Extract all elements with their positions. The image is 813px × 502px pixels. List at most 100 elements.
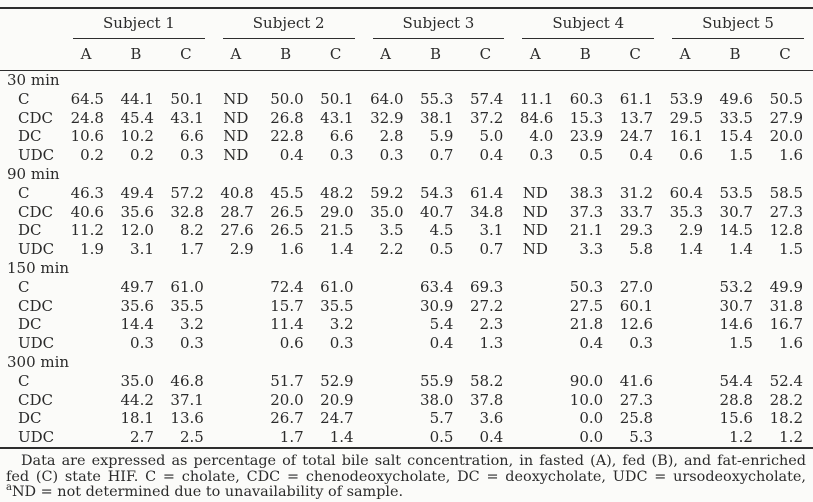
data-cell: 12.6 <box>619 315 654 334</box>
data-cell: 30.7 <box>719 202 753 221</box>
stub-cell <box>0 8 64 39</box>
group-row: 150 min <box>0 259 813 278</box>
data-cell: 2.9 <box>229 240 254 259</box>
data-cell: 6.6 <box>329 127 354 146</box>
data-cell: 1.2 <box>729 428 753 447</box>
table-row: UDC 2.7 2.5 1.7 1.4 0.5 0.4 0.0 5.3 1.2 1.2 <box>0 428 813 448</box>
data-cell: 40.6 <box>70 202 104 221</box>
data-cell: 0.0 <box>579 409 604 428</box>
data-cell: 29.0 <box>320 202 354 221</box>
data-cell <box>214 278 264 297</box>
data-cell: 31.2 <box>619 183 654 202</box>
data-cell: 1.5 <box>729 146 753 165</box>
data-cell: 44.1 <box>120 89 154 108</box>
data-cell <box>663 428 713 448</box>
data-cell <box>364 334 414 353</box>
data-cell: 43.1 <box>170 108 204 127</box>
data-cell: 69.3 <box>469 277 504 296</box>
data-cell: 1.5 <box>779 240 803 259</box>
data-cell: 58.5 <box>769 183 803 202</box>
data-cell: 8.2 <box>179 221 204 240</box>
data-cell <box>513 409 563 428</box>
footnote-superscript-a: a <box>6 482 12 494</box>
data-cell: 0.3 <box>629 334 654 353</box>
data-cell: 1.6 <box>779 334 803 353</box>
col-header-c: C <box>479 45 492 63</box>
group-label: 90 min <box>7 164 60 183</box>
data-cell: 2.9 <box>679 221 704 240</box>
data-cell <box>364 391 414 410</box>
row-label: CDC <box>18 202 53 221</box>
data-cell: 52.9 <box>320 371 354 390</box>
data-cell: 1.4 <box>329 240 354 259</box>
table-row: C 64.5 44.1 50.1 ND 50.0 50.1 64.0 55.3 57.4 11.1 6… <box>0 90 813 109</box>
data-cell: 34.8 <box>469 202 504 221</box>
data-cell: 35.0 <box>370 202 404 221</box>
data-cell <box>214 409 264 428</box>
data-cell: 0.6 <box>679 146 704 165</box>
row-label: DC <box>18 315 42 334</box>
data-cell: ND <box>223 127 249 146</box>
data-cell: 1.7 <box>179 240 204 259</box>
data-cell: 2.5 <box>179 428 204 447</box>
data-cell: 10.0 <box>569 390 604 409</box>
data-cell <box>663 372 713 391</box>
data-cell: 35.0 <box>120 371 154 390</box>
data-cell: 0.3 <box>179 334 204 353</box>
data-cell: 0.5 <box>429 428 454 447</box>
footnote-text-2: ND = not determined due to unavailabilit… <box>11 484 404 501</box>
data-cell: 27.6 <box>220 221 254 240</box>
data-cell: 50.1 <box>170 89 204 108</box>
data-cell <box>513 428 563 448</box>
row-label: DC <box>18 127 42 146</box>
data-cell: 15.3 <box>569 108 604 127</box>
data-cell: 23.9 <box>569 127 604 146</box>
data-cell: 38.0 <box>420 390 454 409</box>
data-cell: ND <box>223 108 249 127</box>
data-cell: 37.8 <box>469 390 504 409</box>
data-cell <box>364 315 414 334</box>
table-row: DC 14.4 3.2 11.4 3.2 5.4 2.3 21.8 12.6 14.6 16.7 <box>0 315 813 334</box>
data-cell: 31.8 <box>769 296 803 315</box>
data-cell: 53.5 <box>719 183 753 202</box>
table-footnote: Data are expressed as percentage of tota… <box>6 453 806 501</box>
data-cell: 35.6 <box>120 296 154 315</box>
data-cell: 0.3 <box>179 146 204 165</box>
data-cell: 63.4 <box>420 277 454 296</box>
data-cell: 27.5 <box>569 296 604 315</box>
data-cell <box>64 315 114 334</box>
data-cell: 21.1 <box>569 221 604 240</box>
data-cell: 61.1 <box>619 89 654 108</box>
row-label: CDC <box>18 296 53 315</box>
data-cell: 60.1 <box>619 296 654 315</box>
data-cell: 59.2 <box>370 183 404 202</box>
row-label: C <box>18 371 30 390</box>
col-header-a: A <box>80 45 92 63</box>
data-cell: 45.4 <box>120 108 154 127</box>
data-cell: 28.2 <box>769 390 803 409</box>
data-cell: 41.6 <box>619 371 654 390</box>
table-row: CDC 24.8 45.4 43.1 ND 26.8 43.1 32.9 38.1 37.2 84.… <box>0 109 813 128</box>
data-cell: 35.6 <box>120 202 154 221</box>
group-label: 150 min <box>7 258 70 277</box>
subject-header-4: Subject 4 <box>513 8 663 39</box>
data-cell: 5.3 <box>629 428 654 447</box>
data-cell: 28.7 <box>220 202 254 221</box>
group-row: 30 min <box>0 71 813 90</box>
subject-header-5: Subject 5 <box>663 8 813 39</box>
data-cell: 46.8 <box>170 371 204 390</box>
col-header-b: B <box>729 45 741 63</box>
data-cell: 0.4 <box>629 146 654 165</box>
data-cell: 51.7 <box>270 371 304 390</box>
data-cell: 20.0 <box>769 127 803 146</box>
data-cell: 16.1 <box>669 127 704 146</box>
subject-header-3: Subject 3 <box>364 8 514 39</box>
data-cell <box>364 372 414 391</box>
data-cell: 10.6 <box>70 127 104 146</box>
table-row: UDC 1.9 3.1 1.7 2.9 1.6 1.4 2.2 0.5 0.7 ND 3.3 5.8 1.… <box>0 240 813 259</box>
data-cell: 27.3 <box>619 390 654 409</box>
data-cell: 21.5 <box>320 221 354 240</box>
data-cell: 29.5 <box>669 108 704 127</box>
table-row: CDC 35.6 35.5 15.7 35.5 30.9 27.2 27.5 60.1 30.7 3… <box>0 297 813 316</box>
data-cell: 0.3 <box>329 334 354 353</box>
